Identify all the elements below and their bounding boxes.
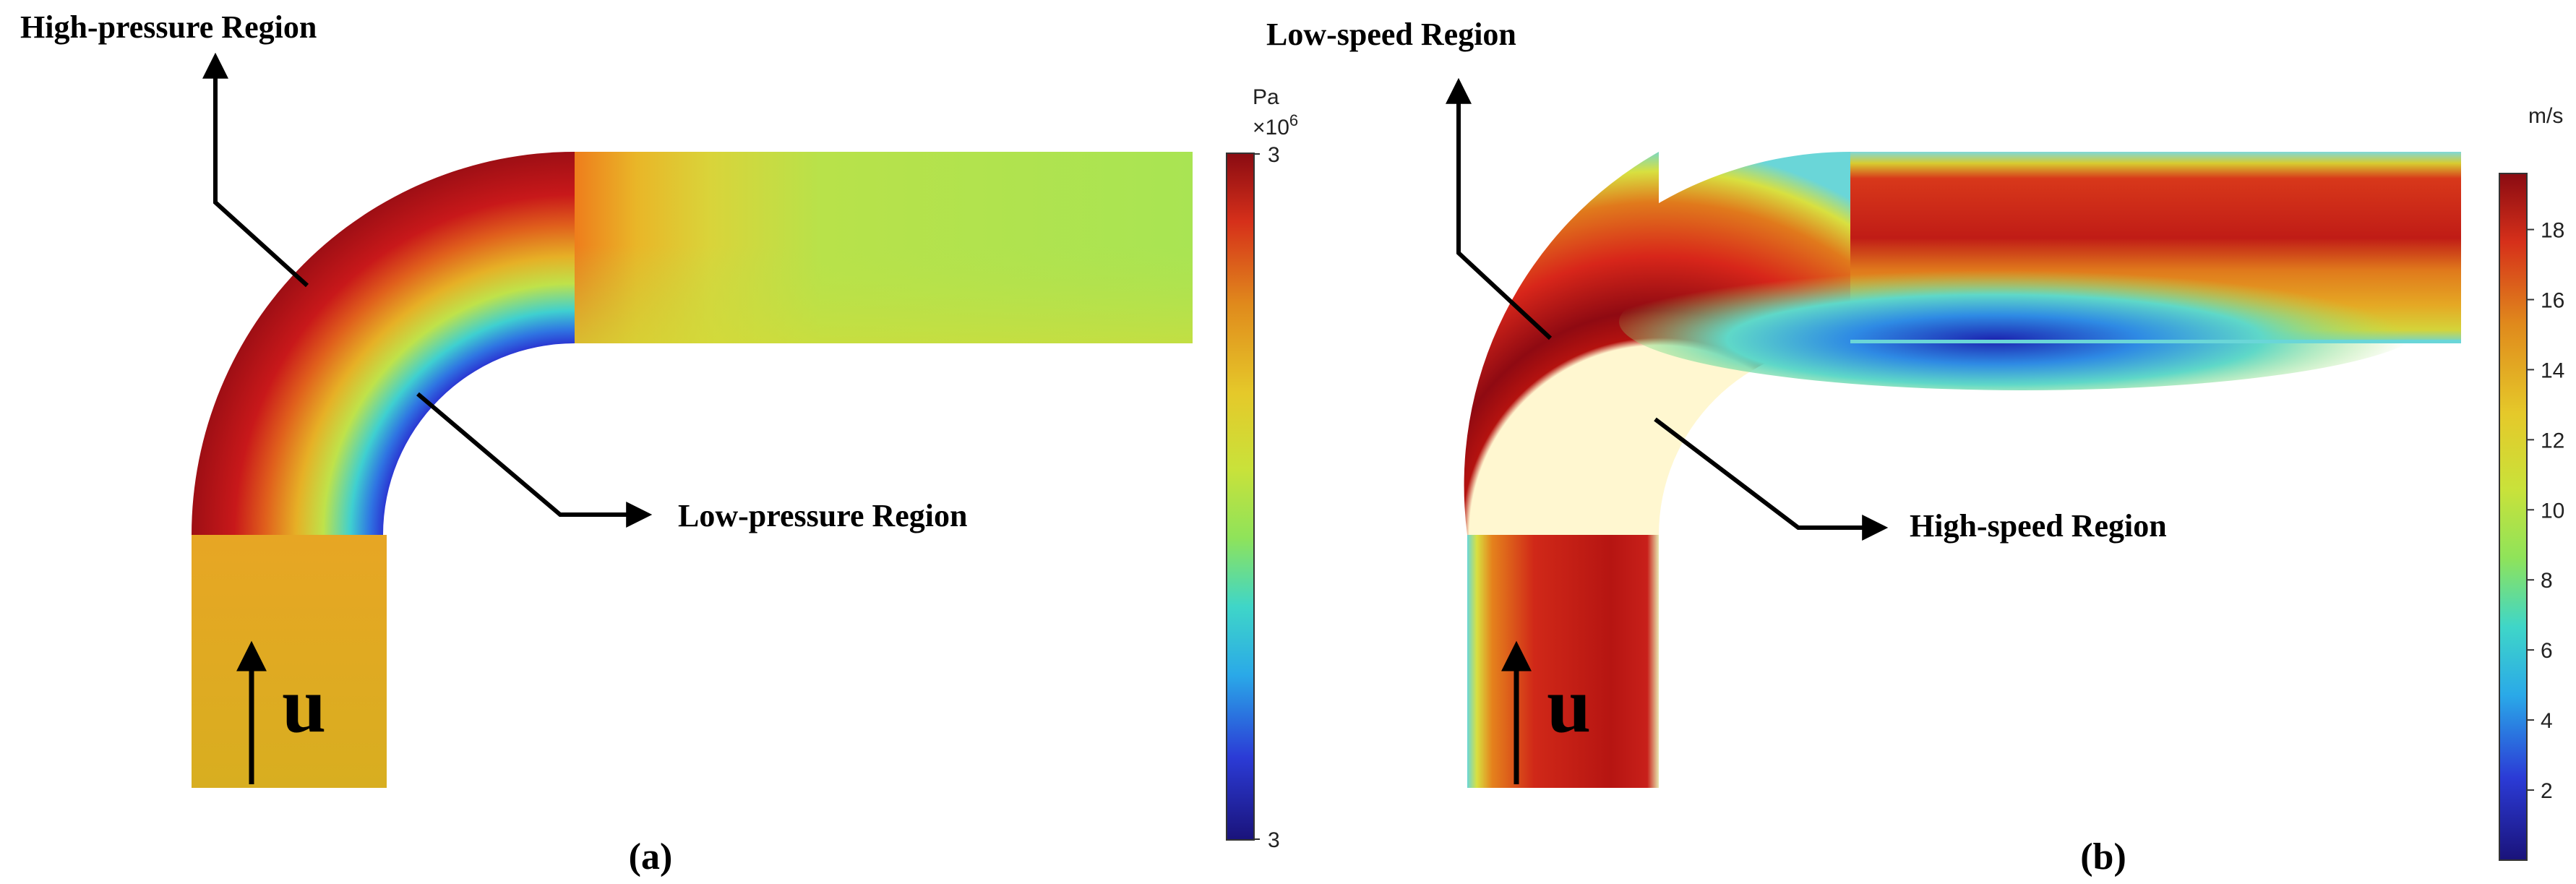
colorbar-min-label: 3 xyxy=(1268,828,1280,852)
panel-a: High-pressure Region Low-pressure Region… xyxy=(20,9,1298,877)
panel-a-caption: (a) xyxy=(629,836,673,877)
colorbar-tick-label: 12 xyxy=(2541,429,2564,452)
velocity-colorbar: m/s 18 16 14 12 10 8 6 4 2 xyxy=(2499,104,2564,861)
flow-label: u xyxy=(282,661,326,749)
colorbar-tick-label: 4 xyxy=(2541,709,2553,733)
velocity-wall-edge xyxy=(1850,340,2461,343)
velocity-contour-plot xyxy=(1464,152,2461,788)
colorbar-unit: m/s xyxy=(2528,104,2563,128)
colorbar-tick-label: 16 xyxy=(2541,288,2564,312)
pressure-contour-plot xyxy=(192,152,1193,788)
colorbar-scale xyxy=(2499,173,2528,861)
colorbar-scale xyxy=(1226,153,1255,841)
colorbar-tick-label: 18 xyxy=(2541,219,2564,243)
pressure-vertical-leg xyxy=(192,535,387,788)
colorbar-tick-label: 2 xyxy=(2541,779,2553,803)
colorbar-tick-label: 14 xyxy=(2541,359,2564,382)
panel-b-caption: (b) xyxy=(2080,836,2126,877)
flow-label: u xyxy=(1547,661,1591,749)
colorbar-ticks: 18 16 14 12 10 8 6 4 2 xyxy=(2527,219,2564,803)
velocity-wake xyxy=(1619,253,2429,390)
high-speed-label: High-speed Region xyxy=(1910,508,2167,544)
colorbar-tick-label: 8 xyxy=(2541,569,2553,593)
low-pressure-label: Low-pressure Region xyxy=(678,498,968,533)
pressure-horizontal-leg-shade xyxy=(575,246,1193,343)
colorbar-tick-label: 6 xyxy=(2541,639,2553,663)
pressure-colorbar: Pa ×106 3 3 xyxy=(1226,85,1298,852)
high-speed-leader xyxy=(1654,417,1889,541)
colorbar-unit: Pa xyxy=(1253,85,1279,109)
low-pressure-leader xyxy=(416,392,653,528)
high-pressure-label: High-pressure Region xyxy=(20,9,317,45)
low-speed-leader xyxy=(1446,77,1553,340)
high-pressure-leader xyxy=(202,52,309,288)
pressure-bend xyxy=(192,152,575,535)
velocity-vertical-leg xyxy=(1467,535,1659,788)
panel-b: Low-speed Region High-speed Region u (b)… xyxy=(1266,17,2564,877)
low-speed-label: Low-speed Region xyxy=(1266,17,1516,52)
colorbar-tick-label: 10 xyxy=(2541,499,2564,523)
colorbar-max-label: 3 xyxy=(1268,143,1280,167)
colorbar-multiplier: ×106 xyxy=(1253,111,1298,140)
